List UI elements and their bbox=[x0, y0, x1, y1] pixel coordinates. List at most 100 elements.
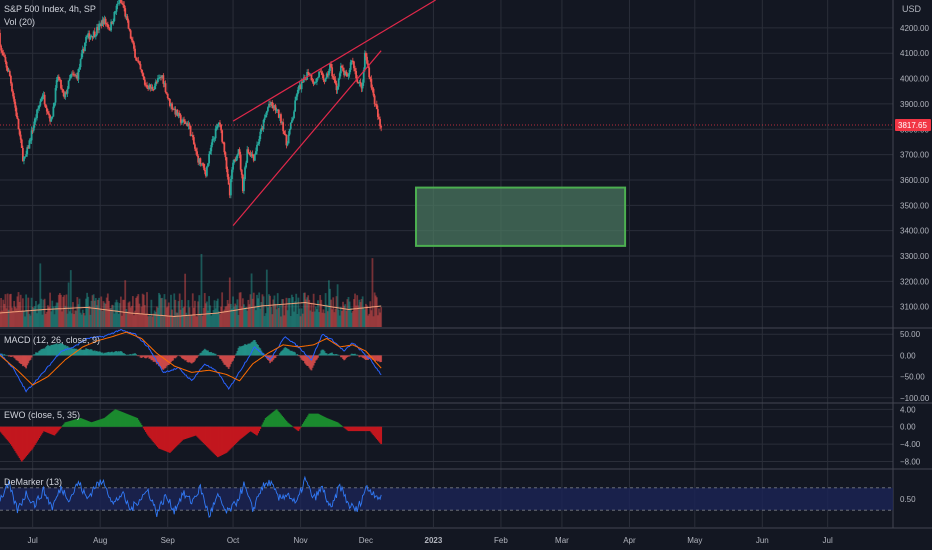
ewo-bar bbox=[41, 426, 44, 433]
volume-bar bbox=[201, 315, 204, 327]
candle-body bbox=[145, 84, 147, 86]
candle-body bbox=[260, 128, 263, 132]
macd-histogram-bar bbox=[288, 350, 291, 356]
macd-histogram-bar bbox=[323, 351, 326, 356]
macd-histogram-bar bbox=[334, 354, 337, 356]
candle-body bbox=[53, 102, 56, 107]
candle-body bbox=[70, 73, 73, 75]
candle-body bbox=[376, 109, 379, 117]
candle-body bbox=[330, 63, 332, 68]
candle-body bbox=[305, 78, 307, 80]
macd-histogram-bar bbox=[339, 355, 342, 358]
ewo-bar bbox=[305, 418, 307, 427]
volume-bar bbox=[276, 293, 279, 327]
volume-bar bbox=[170, 294, 172, 327]
candle-body bbox=[374, 104, 377, 105]
ewo-bar bbox=[145, 426, 147, 432]
candle-body bbox=[229, 179, 232, 196]
candle-body bbox=[57, 76, 60, 79]
macd-histogram-bar bbox=[310, 355, 313, 371]
volume-bar bbox=[329, 288, 331, 327]
candle-body bbox=[165, 92, 168, 94]
price-axis[interactable]: 4200.004100.004000.003900.003800.003700.… bbox=[895, 24, 931, 504]
candle-body bbox=[209, 151, 212, 154]
ewo-bar bbox=[35, 426, 37, 444]
candle-body bbox=[341, 65, 343, 68]
ewo-bar bbox=[137, 419, 140, 427]
volume-bar bbox=[214, 308, 217, 327]
macd-histogram-bar bbox=[137, 355, 140, 357]
candle-body bbox=[207, 163, 209, 167]
candle-body bbox=[78, 67, 81, 69]
ewo-bar bbox=[224, 426, 227, 454]
ewo-bar bbox=[252, 426, 255, 434]
volume-bar bbox=[336, 284, 339, 327]
macd-pane bbox=[0, 328, 383, 393]
candle-body bbox=[12, 91, 14, 97]
macd-legend: MACD (12, 26, close, 9) bbox=[4, 335, 101, 345]
ewo-bar bbox=[87, 421, 90, 427]
macd-histogram-bar bbox=[108, 351, 110, 356]
macd-histogram-bar bbox=[172, 355, 175, 361]
macd-histogram-bar bbox=[13, 355, 16, 358]
ewo-bar bbox=[358, 426, 361, 432]
macd-histogram-bar bbox=[133, 353, 135, 356]
macd-histogram-bar bbox=[23, 355, 25, 366]
wedge-lines[interactable] bbox=[0, 0, 893, 226]
macd-histogram-bar bbox=[358, 355, 361, 358]
volume-bar bbox=[321, 312, 324, 327]
volume-bar bbox=[374, 295, 377, 327]
ewo-bar bbox=[50, 426, 53, 435]
ewo-bar bbox=[66, 421, 69, 427]
time-axis[interactable]: Jul Aug Sep Oct Nov Dec 2023 Feb Mar Apr May Jun Jul bbox=[28, 536, 833, 545]
macd-histogram-bar bbox=[100, 352, 103, 356]
candle-body bbox=[224, 152, 227, 158]
volume-bar bbox=[227, 303, 230, 327]
macd-histogram-bar bbox=[92, 351, 95, 356]
candle-body bbox=[274, 105, 277, 111]
candle-body bbox=[248, 152, 251, 154]
time-tick-label: Jul bbox=[823, 536, 833, 545]
ewo-bar bbox=[163, 426, 166, 451]
candle-body bbox=[154, 81, 157, 86]
macd-histogram-bar bbox=[305, 355, 307, 365]
volume-bar bbox=[60, 294, 62, 327]
candle-body bbox=[284, 133, 287, 135]
macd-histogram-bar bbox=[90, 349, 93, 356]
volume-bar bbox=[163, 294, 166, 327]
macd-histogram-bar bbox=[204, 349, 207, 356]
candle-body bbox=[9, 75, 12, 84]
volume-bar bbox=[7, 309, 10, 327]
volume-bar bbox=[215, 300, 218, 327]
volume-bar bbox=[378, 308, 380, 327]
volume-bar bbox=[112, 305, 115, 327]
candle-body bbox=[50, 118, 53, 122]
volume-bar bbox=[152, 313, 155, 327]
price-candles[interactable] bbox=[0, 0, 383, 199]
ewo-bar bbox=[307, 415, 310, 427]
volume-bar bbox=[196, 316, 199, 327]
ewo-bar bbox=[306, 417, 309, 427]
candle-body bbox=[128, 28, 131, 31]
macd-histogram-bar bbox=[187, 355, 190, 363]
volume-bar bbox=[327, 280, 330, 327]
volume-bar bbox=[200, 253, 203, 327]
candle-body bbox=[197, 155, 200, 163]
ewo-bar bbox=[250, 426, 253, 432]
macd-histogram-bar bbox=[56, 344, 59, 356]
ewo-bar bbox=[241, 426, 244, 438]
macd-histogram-bar bbox=[226, 355, 229, 368]
macd-histogram-bar bbox=[333, 354, 336, 356]
volume-bar bbox=[189, 315, 192, 327]
volume-bar bbox=[43, 298, 46, 327]
ewo-bar bbox=[190, 426, 193, 437]
ewo-bar bbox=[67, 421, 70, 427]
ewo-bar bbox=[70, 420, 73, 427]
volume-bar bbox=[199, 314, 202, 327]
macd-histogram-bar bbox=[283, 348, 286, 356]
volume-bar bbox=[359, 302, 362, 327]
macd-histogram-bar bbox=[229, 355, 232, 365]
target-zone[interactable] bbox=[415, 186, 627, 247]
ewo-bar bbox=[280, 414, 282, 427]
